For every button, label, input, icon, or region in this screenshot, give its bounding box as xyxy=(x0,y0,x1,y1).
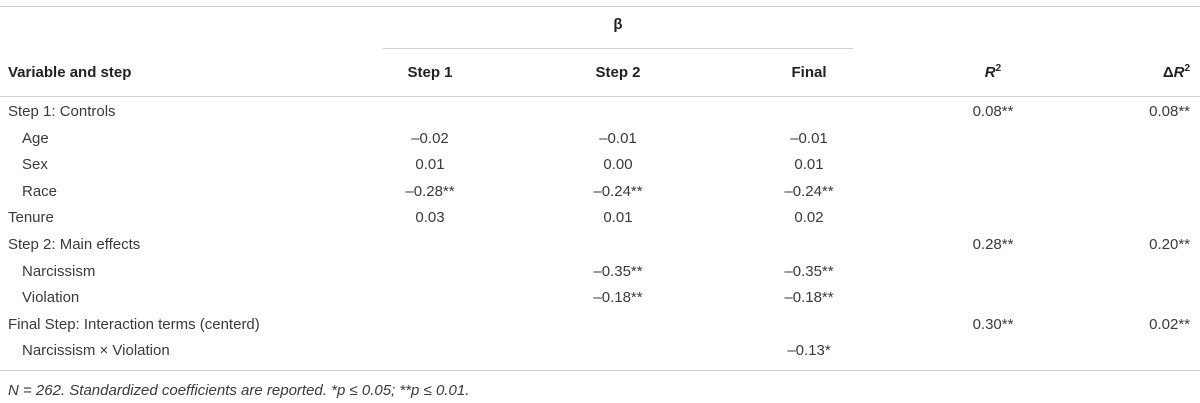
table-bottom-rule xyxy=(0,370,1200,371)
beta-span-rule xyxy=(383,48,853,49)
cell-step2: –0.35** xyxy=(593,263,643,280)
cell-dr2: 0.20** xyxy=(1149,236,1190,253)
cell-r2: 0.30** xyxy=(972,316,1014,333)
table-footnote: N = 262. Standardized coefficients are r… xyxy=(8,382,470,399)
cell-step1: –0.28** xyxy=(405,183,455,200)
cell-final: –0.13* xyxy=(787,342,831,359)
row-label: Sex xyxy=(22,156,48,173)
cell-step2: –0.24** xyxy=(593,183,643,200)
cell-final: 0.02 xyxy=(794,209,824,226)
cell-r2: 0.28** xyxy=(972,236,1014,253)
cell-final: 0.01 xyxy=(794,156,824,173)
row-label: Race xyxy=(22,183,58,200)
cell-dr2: 0.08** xyxy=(1149,103,1190,120)
row-label: Narcissism × Violation xyxy=(22,342,170,359)
cell-final: –0.18** xyxy=(784,289,834,306)
header-final: Final xyxy=(791,64,827,81)
cell-step2: 0.01 xyxy=(603,209,633,226)
cell-step1: 0.03 xyxy=(415,209,445,226)
row-label: Tenure xyxy=(8,209,54,226)
cell-r2: 0.08** xyxy=(972,103,1014,120)
header-bottom-rule xyxy=(0,96,1200,97)
cell-step1: –0.02 xyxy=(411,130,449,147)
row-label: Final Step: Interaction terms (centerd) xyxy=(8,316,260,333)
header-delta-r2: ΔR2 xyxy=(1162,63,1190,82)
header-step1: Step 1 xyxy=(407,64,453,81)
cell-step2: –0.01 xyxy=(599,130,637,147)
row-label: Violation xyxy=(22,289,80,306)
cell-dr2: 0.02** xyxy=(1149,316,1190,333)
header-step2: Step 2 xyxy=(595,64,641,81)
row-label: Step 1: Controls xyxy=(8,103,116,120)
header-r2: R2 xyxy=(984,63,1002,82)
cell-final: –0.35** xyxy=(784,263,834,280)
table-top-rule xyxy=(0,6,1200,7)
row-label: Step 2: Main effects xyxy=(8,236,141,253)
cell-step2: –0.18** xyxy=(593,289,643,306)
cell-final: –0.24** xyxy=(784,183,834,200)
beta-header: β xyxy=(613,16,623,33)
cell-step1: 0.01 xyxy=(415,156,445,173)
row-label: Age xyxy=(22,130,49,147)
row-label: Narcissism xyxy=(22,263,96,280)
header-variable: Variable and step xyxy=(8,64,132,81)
cell-final: –0.01 xyxy=(790,130,828,147)
cell-step2: 0.00 xyxy=(603,156,633,173)
